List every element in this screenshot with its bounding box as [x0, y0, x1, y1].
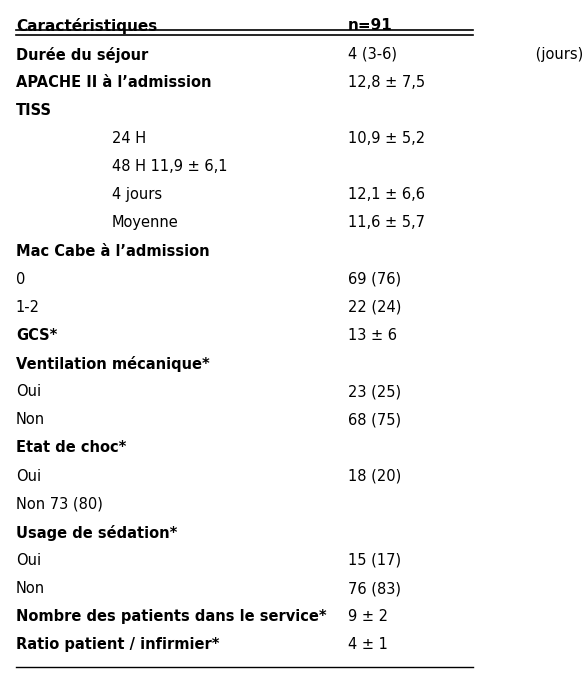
Text: TISS: TISS	[16, 103, 52, 118]
Text: 76 (83): 76 (83)	[348, 581, 401, 596]
Text: Oui: Oui	[16, 384, 41, 399]
Text: 22 (24): 22 (24)	[348, 300, 402, 315]
Text: 10,9 ± 5,2: 10,9 ± 5,2	[348, 131, 425, 146]
Text: Non 73 (80): Non 73 (80)	[16, 497, 102, 512]
Text: 4 (3-6): 4 (3-6)	[348, 47, 397, 62]
Text: Ventilation mécanique*: Ventilation mécanique*	[16, 356, 210, 372]
Text: 13 ± 6: 13 ± 6	[348, 328, 397, 343]
Text: APACHE II à l’admission: APACHE II à l’admission	[16, 75, 211, 90]
Text: 18 (20): 18 (20)	[348, 469, 401, 483]
Text: Oui: Oui	[16, 469, 41, 483]
Text: 48 H 11,9 ± 6,1: 48 H 11,9 ± 6,1	[112, 159, 228, 175]
Text: GCS*: GCS*	[16, 328, 57, 343]
Text: Durée du séjour: Durée du séjour	[16, 47, 148, 62]
Text: 68 (75): 68 (75)	[348, 412, 401, 427]
Text: Oui: Oui	[16, 553, 41, 568]
Text: 12,1 ± 6,6: 12,1 ± 6,6	[348, 187, 425, 202]
Text: 69 (76): 69 (76)	[348, 272, 401, 287]
Text: Caractéristiques: Caractéristiques	[16, 18, 157, 35]
Text: Usage de sédation*: Usage de sédation*	[16, 525, 177, 540]
Text: 9 ± 2: 9 ± 2	[348, 609, 388, 624]
Text: 4 ± 1: 4 ± 1	[348, 638, 388, 653]
Text: 0: 0	[16, 272, 25, 287]
Text: Etat de choc*: Etat de choc*	[16, 441, 126, 456]
Text: (jours): (jours)	[531, 47, 582, 62]
Text: 23 (25): 23 (25)	[348, 384, 401, 399]
Text: 11,6 ± 5,7: 11,6 ± 5,7	[348, 215, 425, 230]
Text: 12,8 ± 7,5: 12,8 ± 7,5	[348, 75, 425, 90]
Text: 24 H: 24 H	[112, 131, 146, 146]
Text: Nombre des patients dans le service*: Nombre des patients dans le service*	[16, 609, 327, 624]
Text: Moyenne: Moyenne	[112, 215, 179, 230]
Text: 4 jours: 4 jours	[112, 187, 162, 202]
Text: 15 (17): 15 (17)	[348, 553, 401, 568]
Text: Mac Cabe à l’admission: Mac Cabe à l’admission	[16, 244, 210, 259]
Text: n=91: n=91	[348, 18, 393, 33]
Text: 1-2: 1-2	[16, 300, 40, 315]
Text: Non: Non	[16, 412, 45, 427]
Text: Ratio patient / infirmier*: Ratio patient / infirmier*	[16, 638, 219, 653]
Text: Non: Non	[16, 581, 45, 596]
